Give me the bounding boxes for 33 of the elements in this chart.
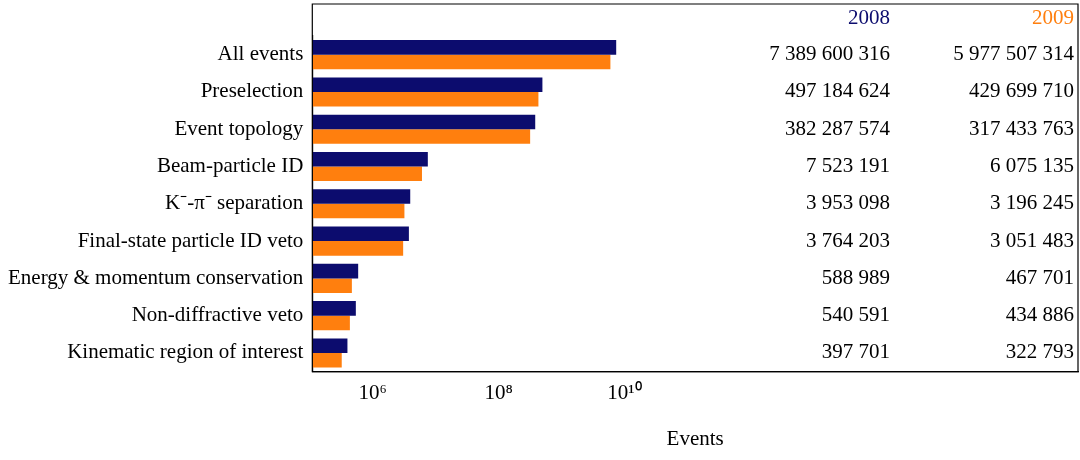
- data-label: 540 591: [821, 302, 890, 327]
- y-tick-label: K⁻-π⁻ separation: [164, 190, 304, 215]
- data-label: 3 953 098: [806, 190, 890, 215]
- data-label: 7 523 191: [806, 153, 890, 178]
- data-label: 6 075 135: [990, 153, 1074, 178]
- data-label: 429 699 710: [969, 78, 1074, 103]
- y-tick-label: Kinematic region of interest: [67, 339, 304, 364]
- text: 2009: [1032, 4, 1074, 29]
- y-tick-label: Beam-particle ID: [156, 153, 304, 178]
- data-label: 5 977 507 314: [953, 41, 1075, 66]
- text: 2008: [848, 4, 890, 29]
- y-tick-label: All events: [217, 41, 304, 66]
- x-tick-label: 10¹⁰: [607, 379, 642, 404]
- data-label: 3 196 245: [990, 190, 1074, 215]
- y-tick-label: Preselection: [200, 78, 304, 103]
- y-tick-label: Non-diffractive veto: [131, 302, 304, 327]
- y-tick-label: Final-state particle ID veto: [77, 227, 304, 252]
- data-label: 7 389 600 316: [769, 41, 890, 66]
- data-label: 317 433 763: [969, 115, 1074, 140]
- data-label: 467 701: [1005, 264, 1074, 289]
- x-tick-label: 10⁶: [358, 379, 387, 404]
- y-tick-label: Event topology: [174, 115, 304, 140]
- data-label: 497 184 624: [785, 78, 891, 103]
- x-tick-label: 10⁸: [484, 379, 513, 404]
- data-label: 434 886: [1005, 302, 1074, 327]
- data-label: 382 287 574: [785, 115, 891, 140]
- data-label: 3 051 483: [990, 227, 1074, 252]
- y-tick-label: Energy & momentum conservation: [7, 264, 304, 289]
- data-label: 3 764 203: [806, 227, 890, 252]
- data-label: 397 701: [821, 339, 890, 364]
- x-axis-title: Events: [666, 425, 724, 450]
- data-label: 322 793: [1005, 339, 1074, 364]
- data-label: 588 989: [821, 264, 890, 289]
